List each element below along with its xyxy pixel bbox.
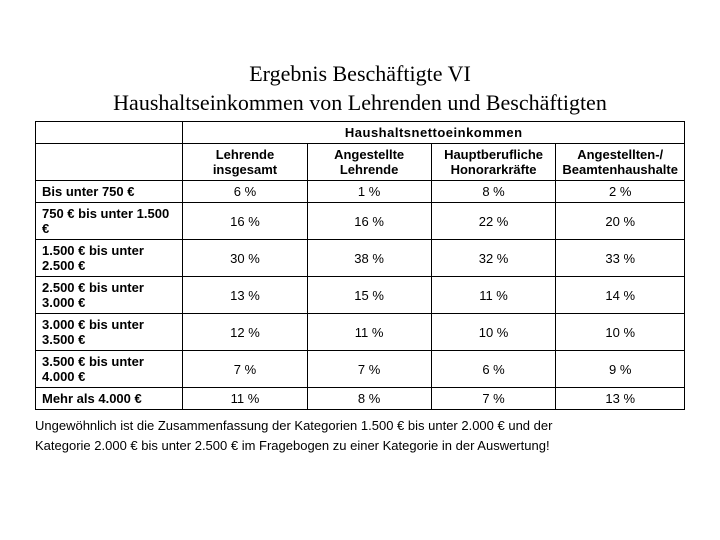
row-label: 3.000 € bis unter 3.500 € bbox=[36, 314, 183, 351]
title-block: Ergebnis Beschäftigte VI Haushaltseinkom… bbox=[35, 60, 685, 117]
data-cell: 7 % bbox=[183, 351, 307, 388]
col-header-3: Angestellten-/ Beamtenhaushalte bbox=[556, 144, 685, 181]
row-label: 2.500 € bis unter 3.000 € bbox=[36, 277, 183, 314]
col-header-2: Hauptberufliche Honorarkräfte bbox=[431, 144, 556, 181]
footnote-line-2: Kategorie 2.000 € bis unter 2.500 € im F… bbox=[35, 436, 685, 456]
data-cell: 8 % bbox=[307, 388, 431, 410]
footnote: Ungewöhnlich ist die Zusammenfassung der… bbox=[35, 416, 685, 455]
data-cell: 16 % bbox=[307, 203, 431, 240]
row-label: Bis unter 750 € bbox=[36, 181, 183, 203]
blank-corner bbox=[36, 122, 183, 144]
data-cell: 9 % bbox=[556, 351, 685, 388]
table-row: Bis unter 750 € 6 % 1 % 8 % 2 % bbox=[36, 181, 685, 203]
title-line-1: Ergebnis Beschäftigte VI bbox=[35, 60, 685, 89]
data-cell: 20 % bbox=[556, 203, 685, 240]
header-row-2: Lehrende insgesamt Angestellte Lehrende … bbox=[36, 144, 685, 181]
income-table: Haushaltsnettoeinkommen Lehrende insgesa… bbox=[35, 121, 685, 410]
data-cell: 13 % bbox=[556, 388, 685, 410]
data-cell: 11 % bbox=[431, 277, 556, 314]
data-cell: 11 % bbox=[307, 314, 431, 351]
table-row: Mehr als 4.000 € 11 % 8 % 7 % 13 % bbox=[36, 388, 685, 410]
data-cell: 10 % bbox=[556, 314, 685, 351]
table-row: 3.500 € bis unter 4.000 € 7 % 7 % 6 % 9 … bbox=[36, 351, 685, 388]
table-row: 750 € bis unter 1.500 € 16 % 16 % 22 % 2… bbox=[36, 203, 685, 240]
row-label: 750 € bis unter 1.500 € bbox=[36, 203, 183, 240]
data-cell: 22 % bbox=[431, 203, 556, 240]
data-cell: 14 % bbox=[556, 277, 685, 314]
data-cell: 8 % bbox=[431, 181, 556, 203]
data-cell: 16 % bbox=[183, 203, 307, 240]
blank-corner-2 bbox=[36, 144, 183, 181]
data-cell: 13 % bbox=[183, 277, 307, 314]
merged-header: Haushaltsnettoeinkommen bbox=[183, 122, 685, 144]
table-row: 3.000 € bis unter 3.500 € 12 % 11 % 10 %… bbox=[36, 314, 685, 351]
data-cell: 6 % bbox=[431, 351, 556, 388]
row-label: 1.500 € bis unter 2.500 € bbox=[36, 240, 183, 277]
data-cell: 10 % bbox=[431, 314, 556, 351]
data-cell: 38 % bbox=[307, 240, 431, 277]
data-cell: 2 % bbox=[556, 181, 685, 203]
footnote-line-1: Ungewöhnlich ist die Zusammenfassung der… bbox=[35, 416, 685, 436]
data-cell: 30 % bbox=[183, 240, 307, 277]
data-cell: 12 % bbox=[183, 314, 307, 351]
data-cell: 7 % bbox=[431, 388, 556, 410]
row-label: Mehr als 4.000 € bbox=[36, 388, 183, 410]
row-label: 3.500 € bis unter 4.000 € bbox=[36, 351, 183, 388]
title-line-2: Haushaltseinkommen von Lehrenden und Bes… bbox=[35, 89, 685, 118]
table-row: 1.500 € bis unter 2.500 € 30 % 38 % 32 %… bbox=[36, 240, 685, 277]
data-cell: 32 % bbox=[431, 240, 556, 277]
table-row: 2.500 € bis unter 3.000 € 13 % 15 % 11 %… bbox=[36, 277, 685, 314]
data-cell: 11 % bbox=[183, 388, 307, 410]
data-cell: 33 % bbox=[556, 240, 685, 277]
col-header-0: Lehrende insgesamt bbox=[183, 144, 307, 181]
header-row-1: Haushaltsnettoeinkommen bbox=[36, 122, 685, 144]
col-header-1: Angestellte Lehrende bbox=[307, 144, 431, 181]
data-cell: 15 % bbox=[307, 277, 431, 314]
data-cell: 1 % bbox=[307, 181, 431, 203]
data-cell: 7 % bbox=[307, 351, 431, 388]
data-cell: 6 % bbox=[183, 181, 307, 203]
